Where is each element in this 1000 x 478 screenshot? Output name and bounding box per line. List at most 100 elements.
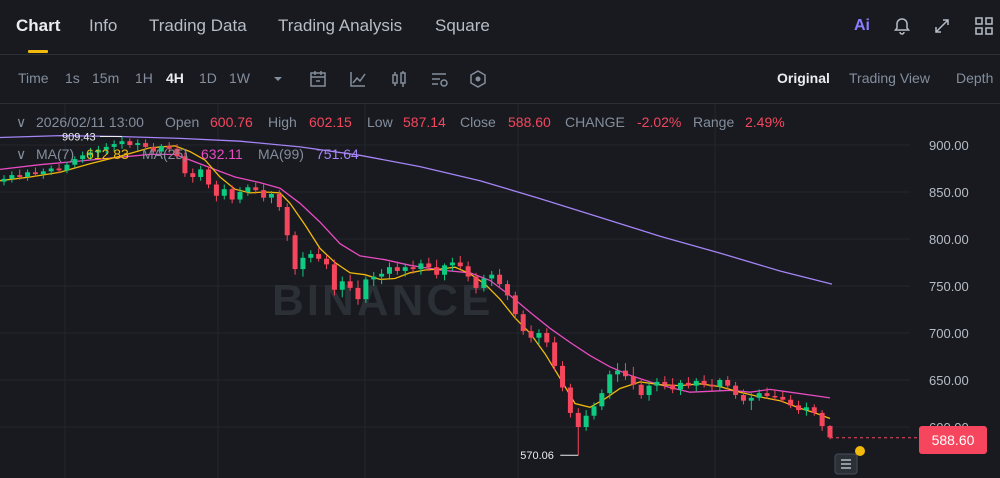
- candle: [222, 184, 227, 199]
- ma99-label: MA(99): [258, 146, 304, 162]
- tab-trading-analysis[interactable]: Trading Analysis: [278, 16, 402, 36]
- view-trading-view[interactable]: Trading View: [849, 70, 930, 86]
- chevron-down-icon[interactable]: [267, 68, 289, 90]
- y-tick-label: 650.00: [929, 373, 969, 388]
- candle: [725, 376, 730, 389]
- candle: [135, 139, 140, 150]
- candle: [678, 380, 683, 395]
- candle: [552, 337, 557, 371]
- chart-toolbar: Time 1s 15m 1H 4H 1D 1W Original Trading…: [0, 55, 1000, 104]
- high-label: High: [268, 114, 297, 130]
- high-value: 602.15: [309, 114, 352, 130]
- ma-collapse-icon[interactable]: ∨: [16, 146, 26, 163]
- candle: [796, 401, 801, 414]
- candle: [592, 403, 597, 420]
- candle: [300, 252, 305, 276]
- candle: [631, 367, 636, 390]
- candle: [41, 169, 46, 179]
- timeframe-1h[interactable]: 1H: [135, 70, 153, 86]
- candle: [717, 378, 722, 391]
- candle: [25, 169, 30, 180]
- candle: [584, 410, 589, 431]
- y-tick-label: 900.00: [929, 138, 969, 153]
- candle-type-icon[interactable]: [388, 68, 410, 90]
- view-depth[interactable]: Depth: [956, 70, 993, 86]
- candle-datetime: 2026/02/11 13:00: [36, 114, 144, 130]
- candle: [710, 379, 715, 391]
- candle: [395, 262, 400, 275]
- candle: [285, 203, 290, 241]
- candle: [812, 404, 817, 415]
- candle: [623, 363, 628, 380]
- candle: [568, 384, 573, 418]
- candle: [190, 169, 195, 183]
- settings-icon[interactable]: [428, 68, 450, 90]
- change-value: -2.02%: [637, 114, 681, 130]
- candle: [615, 363, 620, 382]
- tab-trading-data[interactable]: Trading Data: [149, 16, 247, 36]
- candle: [828, 425, 833, 439]
- calendar-icon[interactable]: [307, 68, 329, 90]
- y-tick-label: 700.00: [929, 326, 969, 341]
- candle: [497, 269, 502, 288]
- candle: [576, 408, 581, 455]
- close-value: 588.60: [508, 114, 551, 130]
- high-annotation: 909.43: [62, 132, 96, 144]
- view-original[interactable]: Original: [777, 70, 830, 86]
- price-axis: 900.00850.00800.00750.00700.00650.00600.…: [929, 138, 969, 435]
- timeframe-1d[interactable]: 1D: [199, 70, 217, 86]
- candle: [450, 258, 455, 271]
- bell-icon[interactable]: [890, 14, 914, 38]
- timeframe-1w[interactable]: 1W: [229, 70, 250, 86]
- close-label: Close: [460, 114, 496, 130]
- y-tick-label: 750.00: [929, 279, 969, 294]
- active-tab-indicator: [28, 50, 48, 53]
- candle: [363, 277, 368, 303]
- candle: [521, 310, 526, 334]
- candle: [560, 361, 565, 391]
- timeframe-4h[interactable]: 4H: [166, 70, 184, 86]
- current-price-tag: 588.60: [919, 426, 987, 454]
- candle: [647, 382, 652, 401]
- indicator-icon[interactable]: [347, 68, 369, 90]
- ma7-label: MA(7): [36, 146, 74, 162]
- candle: [804, 403, 809, 416]
- ai-button[interactable]: Ai: [850, 14, 874, 38]
- candle: [245, 184, 250, 195]
- candle: [198, 166, 203, 181]
- timeframe-15m[interactable]: 15m: [92, 70, 119, 86]
- candle: [261, 184, 266, 201]
- candle: [513, 292, 518, 319]
- candle: [702, 375, 707, 387]
- ma25-label: MA(25): [142, 146, 188, 162]
- candle: [206, 167, 211, 189]
- open-value: 600.76: [210, 114, 253, 130]
- candle: [324, 255, 329, 269]
- ma25-value: 632.11: [201, 146, 243, 162]
- candle: [308, 250, 313, 262]
- timeframe-1s[interactable]: 1s: [65, 70, 80, 86]
- range-value: 2.49%: [745, 114, 785, 130]
- change-label: CHANGE: [565, 114, 625, 130]
- ma7-value: 612.83: [86, 146, 129, 162]
- collapse-icon[interactable]: ∨: [16, 114, 26, 131]
- hexagon-icon[interactable]: [467, 68, 489, 90]
- tab-chart[interactable]: Chart: [16, 16, 60, 36]
- candle: [9, 171, 14, 182]
- low-annotation: 570.06: [520, 450, 554, 462]
- range-label: Range: [693, 114, 734, 130]
- candle: [662, 376, 667, 389]
- candle: [316, 248, 321, 261]
- expand-icon[interactable]: [930, 14, 954, 38]
- top-tabs-bar: Chart Info Trading Data Trading Analysis…: [0, 0, 1000, 55]
- tab-square[interactable]: Square: [435, 16, 490, 36]
- timeframe-time[interactable]: Time: [18, 70, 49, 86]
- open-label: Open: [165, 114, 199, 130]
- candle: [733, 382, 738, 399]
- candle: [293, 231, 298, 274]
- tab-info[interactable]: Info: [89, 16, 117, 36]
- candle: [599, 389, 604, 410]
- candle: [820, 410, 825, 431]
- low-label: Low: [367, 114, 393, 130]
- grid-layout-icon[interactable]: [972, 14, 996, 38]
